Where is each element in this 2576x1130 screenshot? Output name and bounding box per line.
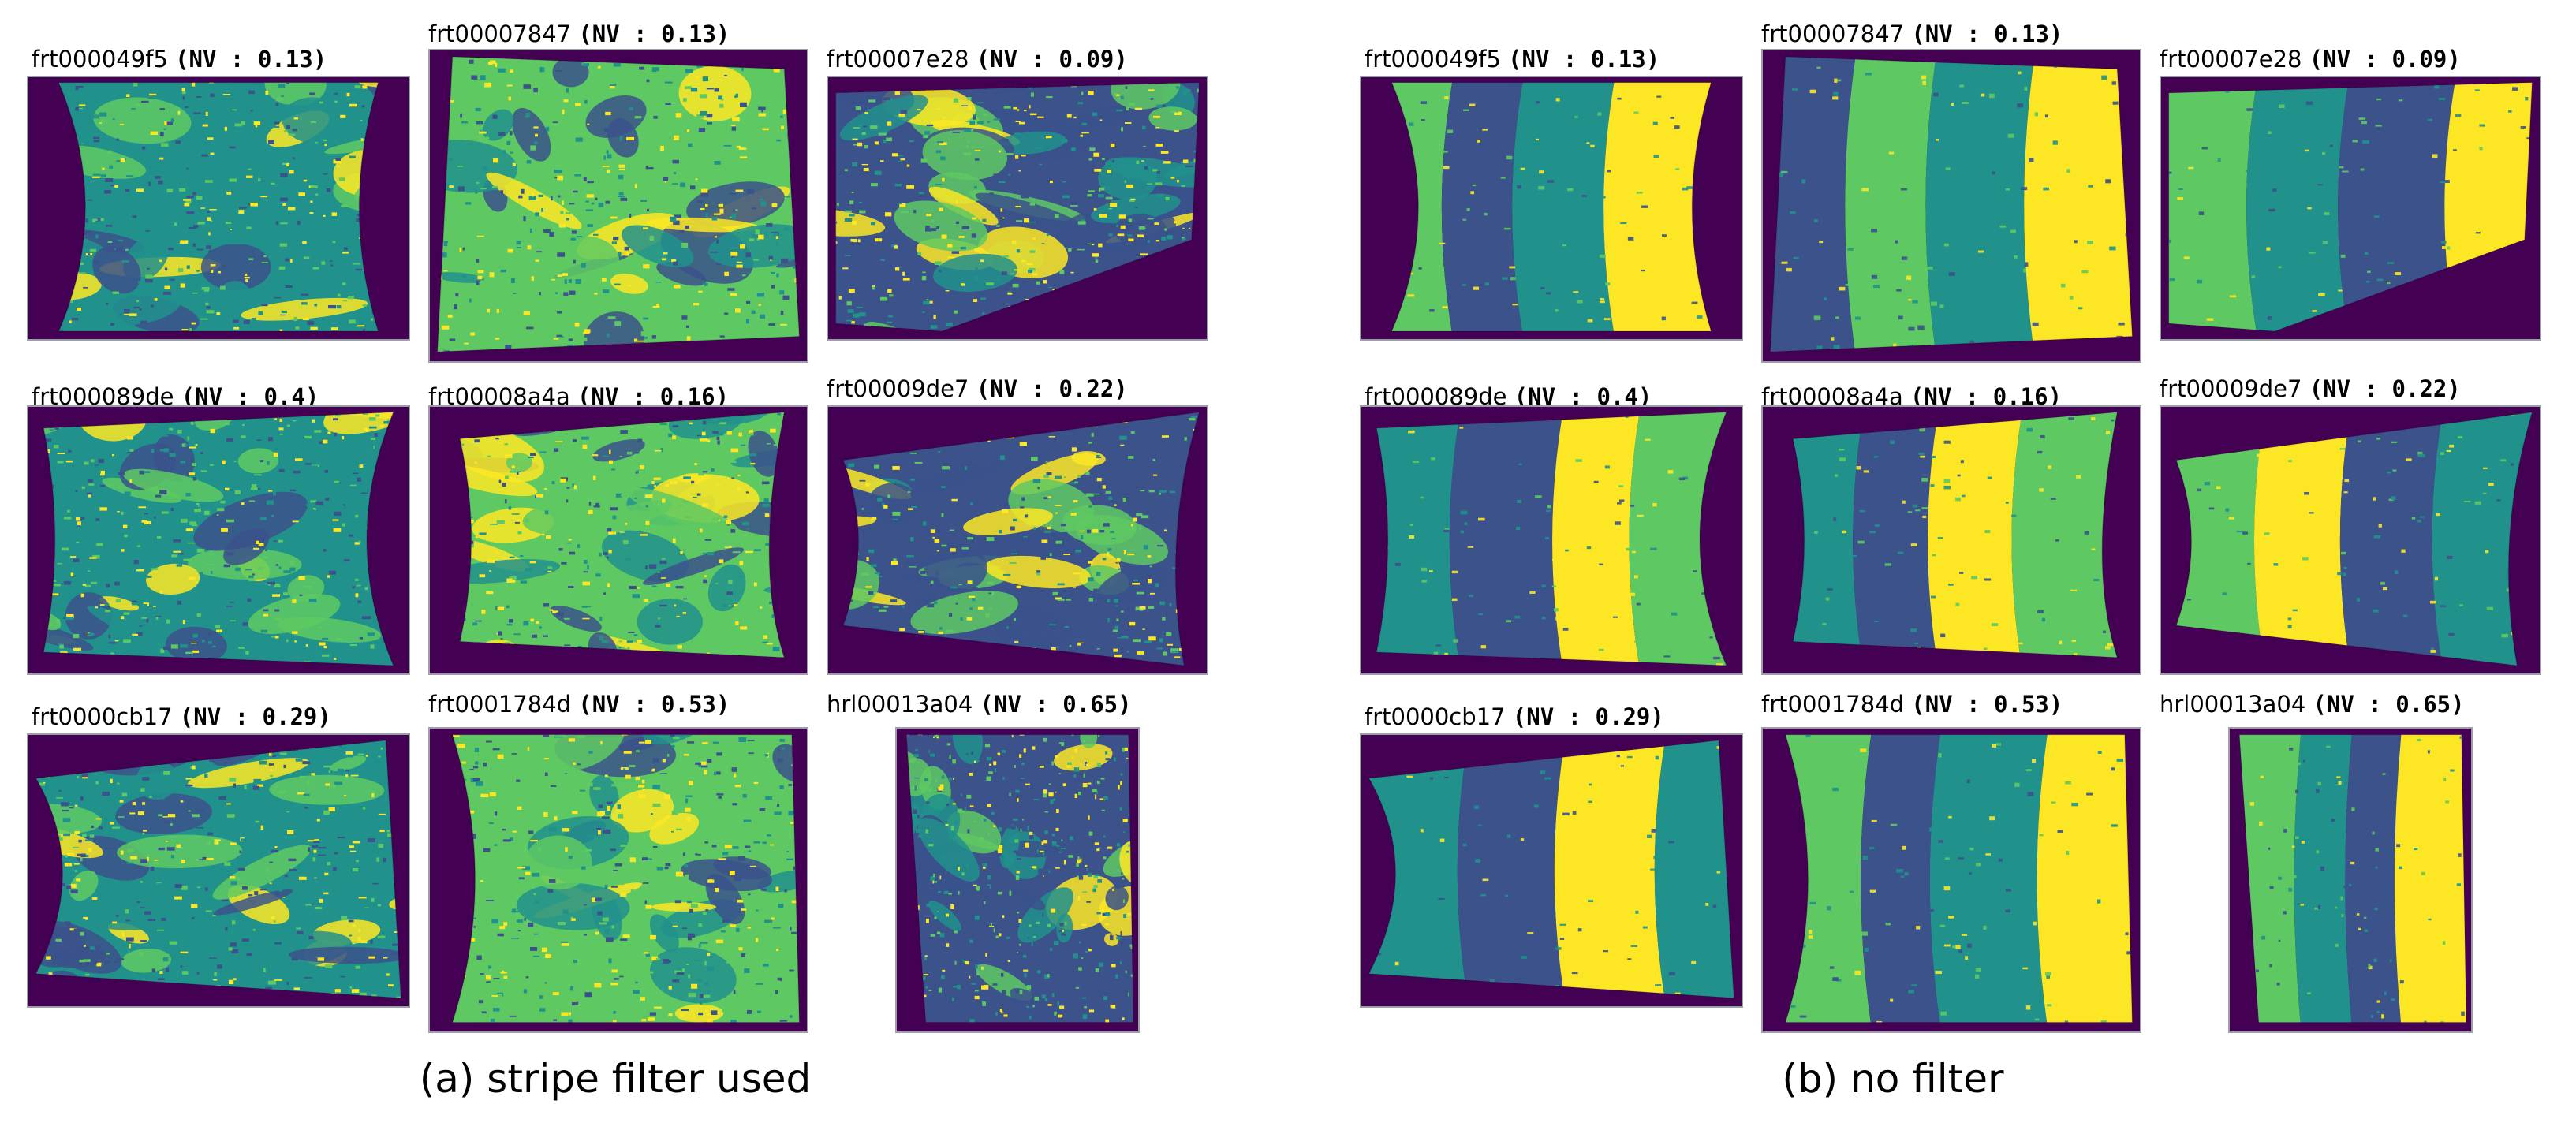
panel-id: frt0001784d — [428, 691, 571, 718]
panel-nv: (NV : 0.09) — [2309, 46, 2461, 73]
panel-title: frt000049f5 (NV : 0.13) — [32, 46, 327, 73]
classification-map-image — [895, 727, 1140, 1033]
panel-nv: (NV : 0.22) — [976, 375, 1128, 402]
panel-id: frt00007847 — [428, 21, 571, 47]
panel-nv: (NV : 0.13) — [1508, 46, 1659, 73]
panel-id: frt00007847 — [1761, 21, 1904, 47]
panel-title: frt0001784d (NV : 0.53) — [1761, 691, 2063, 718]
panel-id: frt0001784d — [1761, 691, 1904, 718]
classification-map-image — [27, 733, 410, 1008]
subfigure-caption: (b) no filter — [1782, 1055, 2003, 1102]
panel-id: frt000049f5 — [32, 46, 168, 73]
classification-map-image — [1360, 733, 1743, 1008]
panel-id: frt0000cb17 — [1365, 703, 1506, 730]
panel-nv: (NV : 0.65) — [980, 691, 1132, 718]
classification-map-image — [428, 727, 808, 1033]
panel-id: frt00007e28 — [827, 46, 969, 73]
classification-map-image — [1761, 727, 2141, 1033]
panel-title: frt0001784d (NV : 0.53) — [428, 691, 730, 718]
panel-nv: (NV : 0.53) — [1911, 691, 2063, 718]
panel-title: hrl00013a04 (NV : 0.65) — [827, 691, 1132, 718]
panel-title: frt00009de7 (NV : 0.22) — [2160, 375, 2461, 402]
panel-title: frt00009de7 (NV : 0.22) — [827, 375, 1128, 402]
panel-id: hrl00013a04 — [2160, 691, 2305, 718]
classification-map-image — [827, 76, 1208, 341]
classification-map-image — [428, 405, 808, 675]
classification-map-image — [2160, 405, 2541, 675]
panel-nv: (NV : 0.09) — [976, 46, 1128, 73]
panel-title: frt00007847 (NV : 0.13) — [428, 21, 730, 47]
classification-map-image — [27, 405, 410, 675]
panel-nv: (NV : 0.29) — [180, 703, 331, 730]
panel-nv: (NV : 0.22) — [2309, 375, 2461, 402]
panel-title: frt00007e28 (NV : 0.09) — [2160, 46, 2461, 73]
classification-map-image — [1761, 49, 2141, 363]
panel-nv: (NV : 0.29) — [1513, 703, 1664, 730]
panel-nv: (NV : 0.13) — [175, 46, 327, 73]
classification-map-image — [2228, 727, 2473, 1033]
classification-map-image — [27, 76, 410, 341]
panel-title: frt0000cb17 (NV : 0.29) — [32, 703, 331, 730]
panel-title: frt00007847 (NV : 0.13) — [1761, 21, 2063, 47]
classification-map-image — [428, 49, 808, 363]
panel-title: frt00007e28 (NV : 0.09) — [827, 46, 1128, 73]
classification-map-image — [2160, 76, 2541, 341]
panel-nv: (NV : 0.65) — [2313, 691, 2465, 718]
panel-id: frt00009de7 — [2160, 375, 2302, 402]
panel-nv: (NV : 0.53) — [578, 691, 730, 718]
classification-map-image — [1360, 405, 1743, 675]
panel-nv: (NV : 0.13) — [1911, 21, 2063, 47]
panel-title: hrl00013a04 (NV : 0.65) — [2160, 691, 2465, 718]
panel-title: frt0000cb17 (NV : 0.29) — [1365, 703, 1664, 730]
panel-id: frt00007e28 — [2160, 46, 2302, 73]
panel-id: frt00009de7 — [827, 375, 969, 402]
panel-id: hrl00013a04 — [827, 691, 973, 718]
panel-id: frt000049f5 — [1365, 46, 1501, 73]
panel-id: frt0000cb17 — [32, 703, 173, 730]
subfigure-caption: (a) stripe filter used — [420, 1055, 811, 1102]
panel-title: frt000049f5 (NV : 0.13) — [1365, 46, 1659, 73]
classification-map-image — [1360, 76, 1743, 341]
classification-map-image — [827, 405, 1208, 675]
panel-nv: (NV : 0.13) — [578, 21, 730, 47]
classification-map-image — [1761, 405, 2141, 675]
